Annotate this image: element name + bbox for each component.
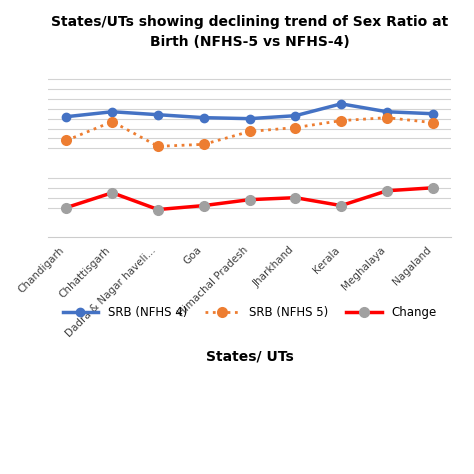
Legend: SRB (NFHS 4), SRB (NFHS 5), Change: SRB (NFHS 4), SRB (NFHS 5), Change (58, 301, 441, 324)
Title: States/UTs showing declining trend of Sex Ratio at
Birth (NFHS-5 vs NFHS-4): States/UTs showing declining trend of Se… (51, 15, 448, 48)
X-axis label: States/ UTs: States/ UTs (206, 350, 293, 364)
